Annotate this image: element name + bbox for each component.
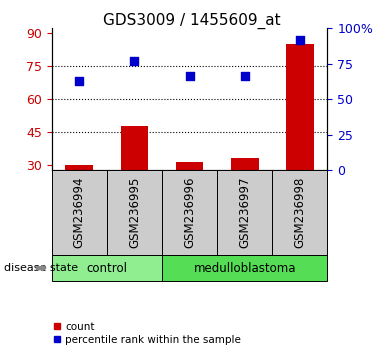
Text: GSM236995: GSM236995: [128, 177, 141, 248]
Point: [187, 74, 193, 79]
Bar: [286, 44, 314, 232]
Bar: [176, 162, 203, 232]
Point: [131, 58, 137, 64]
Text: medulloblastoma: medulloblastoma: [193, 262, 296, 275]
Point: [297, 37, 303, 42]
Text: GSM236996: GSM236996: [183, 177, 196, 248]
Bar: [231, 158, 259, 232]
Text: GSM236994: GSM236994: [73, 177, 86, 248]
Point: [242, 74, 248, 79]
Text: GDS3009 / 1455609_at: GDS3009 / 1455609_at: [103, 12, 280, 29]
Text: disease state: disease state: [4, 263, 78, 273]
Legend: count, percentile rank within the sample: count, percentile rank within the sample: [49, 317, 245, 349]
Text: GSM236997: GSM236997: [238, 177, 251, 248]
Bar: [65, 166, 93, 232]
Text: control: control: [86, 262, 128, 275]
Text: GSM236998: GSM236998: [293, 177, 306, 248]
Bar: [121, 126, 148, 232]
Point: [76, 78, 82, 84]
